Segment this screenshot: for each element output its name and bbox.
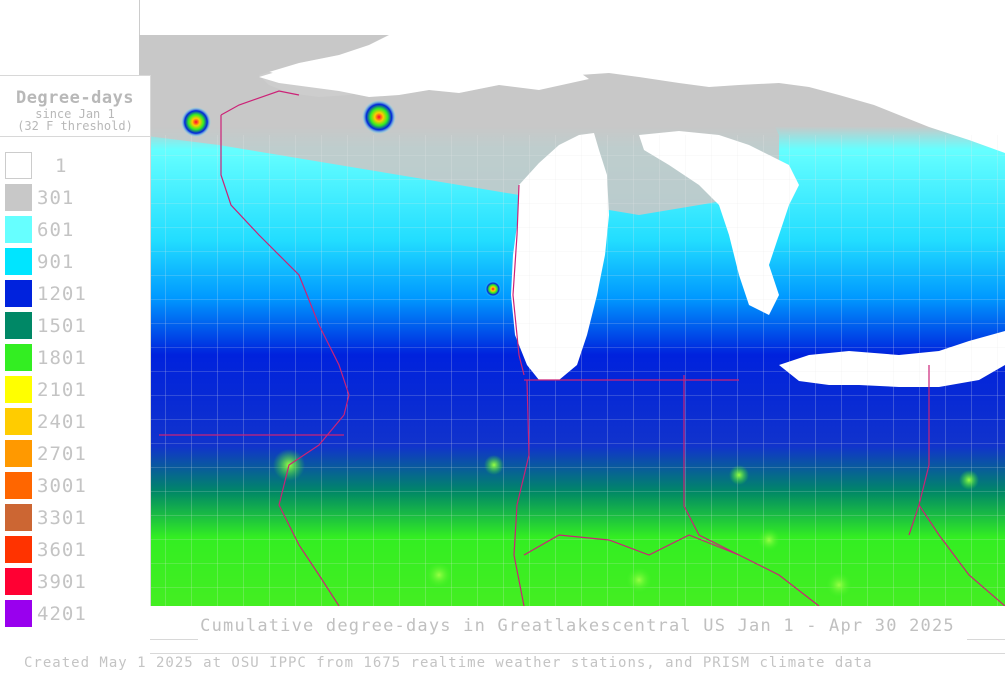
legend-panel: Degree-days since Jan 1 (32 F threshold)… — [0, 75, 151, 654]
legend-item: 2101 — [5, 376, 145, 404]
state-boundaries — [159, 90, 1005, 606]
caption-rule-right — [967, 639, 1005, 640]
legend-swatch — [5, 408, 32, 435]
legend-item: 3901 — [5, 568, 145, 596]
legend-title: Degree-days — [15, 88, 135, 108]
legend-item: 1501 — [5, 312, 145, 340]
legend-swatch — [5, 312, 32, 339]
legend-swatch — [5, 152, 32, 179]
station-anomaly — [362, 100, 396, 134]
map-caption: Cumulative degree-days in Greatlakescent… — [200, 616, 955, 636]
legend-item: 3601 — [5, 536, 145, 564]
lake-superior — [259, 35, 589, 97]
station-anomaly — [485, 281, 501, 297]
legend-label: 2101 — [37, 379, 87, 401]
legend-item: 2701 — [5, 440, 145, 468]
degree-day-map — [139, 35, 1005, 606]
legend-swatch — [5, 184, 32, 211]
map-caption-bar: Cumulative degree-days in Greatlakescent… — [150, 606, 1005, 654]
legend-label: 901 — [37, 251, 75, 273]
legend-item: 4201 — [5, 600, 145, 628]
legend-item: 2401 — [5, 408, 145, 436]
legend-item: 1801 — [5, 344, 145, 372]
legend-swatch — [5, 280, 32, 307]
legend-label: 2401 — [37, 411, 87, 433]
legend-label: 3601 — [37, 539, 87, 561]
legend-label: 1201 — [37, 283, 87, 305]
legend-item: 301 — [5, 184, 145, 212]
legend-item: 3301 — [5, 504, 145, 532]
legend-swatch — [5, 216, 32, 243]
legend-item: 3001 — [5, 472, 145, 500]
legend-item: 901 — [5, 248, 145, 276]
legend-label: 1 — [55, 155, 68, 177]
legend-label: 301 — [37, 187, 75, 209]
frame-line — [139, 0, 140, 36]
top-blank-area — [0, 0, 139, 75]
legend-swatch — [5, 248, 32, 275]
legend-item: 601 — [5, 216, 145, 244]
caption-rule-left — [150, 639, 198, 640]
legend-swatch — [5, 440, 32, 467]
legend-label: 2701 — [37, 443, 87, 465]
legend-label: 3901 — [37, 571, 87, 593]
legend-label: 1801 — [37, 347, 87, 369]
legend-swatch — [5, 504, 32, 531]
legend-item: 1 — [5, 152, 145, 180]
legend-label: 1501 — [37, 315, 87, 337]
legend-swatch — [5, 600, 32, 627]
data-credit: Created May 1 2025 at OSU IPPC from 1675… — [24, 655, 873, 671]
legend-item: 1201 — [5, 280, 145, 308]
legend-label: 3001 — [37, 475, 87, 497]
legend-swatch — [5, 376, 32, 403]
legend-label: 3301 — [37, 507, 87, 529]
legend-label: 601 — [37, 219, 75, 241]
legend-divider — [0, 136, 150, 137]
legend-swatch — [5, 472, 32, 499]
county-grid — [139, 135, 1005, 606]
station-anomaly — [181, 107, 211, 137]
legend-swatch — [5, 536, 32, 563]
legend-swatch — [5, 568, 32, 595]
map-canvas — [139, 35, 1005, 606]
legend-label: 4201 — [37, 603, 87, 625]
legend-swatch — [5, 344, 32, 371]
legend-subtitle: since Jan 1 — [35, 107, 115, 121]
legend-threshold: (32 F threshold) — [17, 119, 133, 133]
